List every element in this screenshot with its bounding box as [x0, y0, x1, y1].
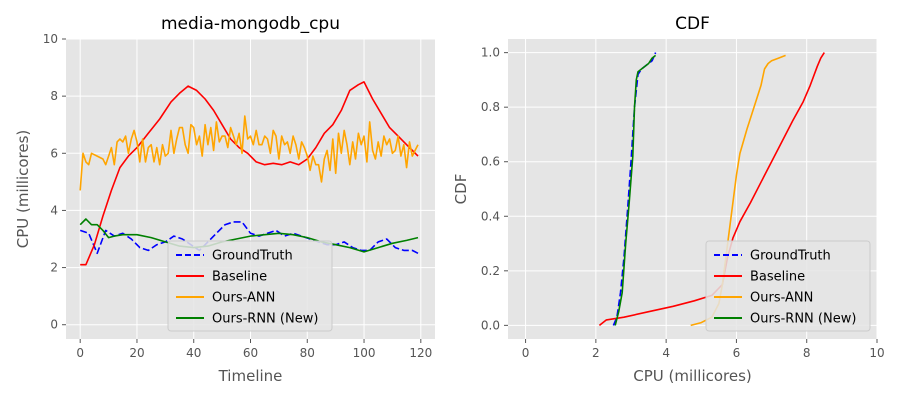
legend-label: Ours-RNN (New)	[212, 312, 318, 327]
y-tick-label: 8	[50, 89, 58, 103]
x-tick-label: 80	[300, 346, 315, 360]
legend-label: Ours-ANN	[750, 291, 813, 306]
legend-label: Baseline	[212, 270, 267, 285]
y-axis-label: CDF	[452, 174, 470, 205]
series-baseline	[80, 81, 419, 266]
x-axis-label: Timeline	[218, 367, 283, 385]
x-tick-label: 0	[76, 346, 84, 360]
legend-label: GroundTruth	[212, 249, 293, 264]
legend-label: GroundTruth	[750, 249, 831, 264]
y-tick-label: 1.0	[481, 46, 500, 60]
chart-title: media-mongodb_cpu	[161, 14, 340, 34]
x-tick-label: 2	[592, 346, 600, 360]
series-groundtruth	[79, 221, 419, 255]
x-tick-label: 20	[129, 346, 144, 360]
legend-box	[705, 240, 871, 332]
y-tick-label: 6	[50, 146, 58, 160]
y-tick-label: 2	[50, 261, 58, 275]
series-baseline	[598, 52, 825, 327]
legend-label: Baseline	[750, 270, 805, 285]
x-tick-label: 6	[733, 346, 741, 360]
y-axis-label: CPU (millicores)	[14, 130, 32, 249]
tick-labels: 0 20 40 60 80 100 120 0 2 4 6 8 10	[43, 32, 433, 360]
y-tick-label: 0.2	[481, 264, 500, 278]
legend: GroundTruth Baseline Ours-ANN Ours-RNN (New…	[167, 240, 333, 332]
series-ours-rnn-new	[614, 54, 657, 326]
x-tick-label: 8	[803, 346, 811, 360]
x-tick-label: 0	[522, 346, 530, 360]
x-tick-label: 60	[243, 346, 258, 360]
y-tick-label: 0	[50, 318, 58, 332]
x-tick-label: 10	[869, 346, 884, 360]
legend-label: Ours-RNN (New)	[750, 312, 856, 327]
chart-title: CDF	[675, 14, 710, 34]
y-tick-label: 0.0	[481, 318, 500, 332]
legend-box	[167, 240, 333, 332]
series-ours-ann	[79, 115, 419, 191]
plot-media-mongodb-cpu: 0 20 40 60 80 100 120 0 2 4 6 8 10 media-mongodb_cpu…	[14, 14, 435, 385]
y-tick-label: 0.4	[481, 209, 500, 223]
y-tick-label: 0.8	[481, 100, 500, 114]
plot-cdf: 0 2 4 6 8 10 0.0 0.2 0.4 0.6 0.8 1.0 CDF CPU (milli…	[452, 14, 885, 385]
legend-label: Ours-ANN	[212, 291, 275, 306]
x-tick-label: 100	[353, 346, 376, 360]
y-tick-label: 4	[50, 203, 58, 217]
y-tick-label: 0.6	[481, 155, 500, 169]
x-axis-label: CPU (millicores)	[633, 367, 752, 385]
tick-labels: 0 2 4 6 8 10 0.0 0.2 0.4 0.6 0.8 1.0	[481, 46, 885, 360]
x-tick-label: 120	[409, 346, 432, 360]
x-tick-label: 4	[662, 346, 670, 360]
y-tick-label: 10	[43, 32, 58, 46]
series-groundtruth	[612, 52, 657, 326]
legend: GroundTruth Baseline Ours-ANN Ours-RNN (New…	[705, 240, 871, 332]
x-tick-label: 40	[186, 346, 201, 360]
